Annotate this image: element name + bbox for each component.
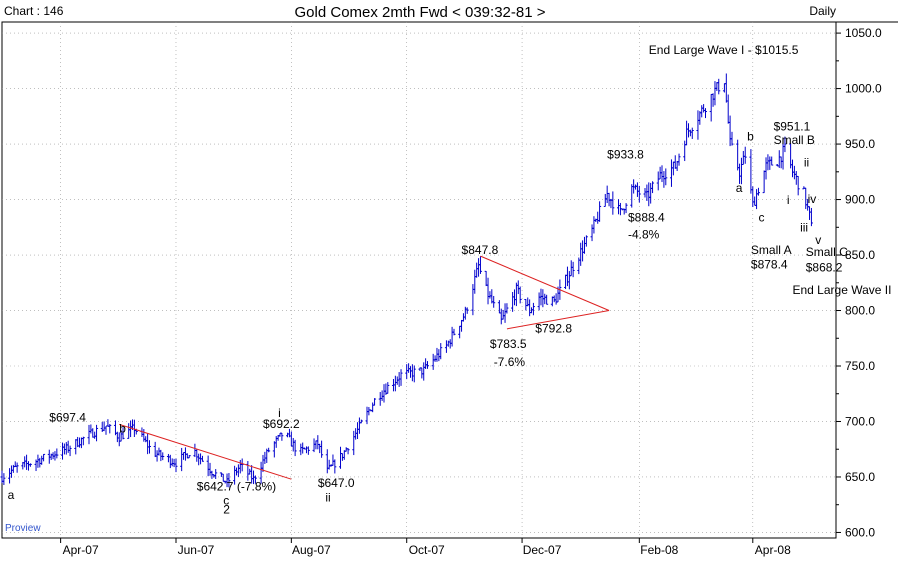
wave-annotation: $783.5 <box>490 337 527 351</box>
y-tick-label: 800.0 <box>845 304 875 318</box>
wave-annotation: i <box>787 193 790 207</box>
y-tick-label: 900.0 <box>845 193 875 207</box>
wave-annotation: $692.2 <box>263 417 300 431</box>
wave-annotation: i <box>278 406 281 420</box>
wave-annotation: $847.8 <box>462 243 499 257</box>
wave-annotation: -7.6% <box>494 355 526 369</box>
x-axis-ticks: Apr-07 Jun-07 Aug-07 Oct-07 Dec-07 Feb-08 Apr-… <box>60 538 791 557</box>
x-tick-label: Aug-07 <box>292 543 331 557</box>
wave-annotation: -4.8% <box>628 227 660 241</box>
wave-annotation: $697.4 <box>49 410 86 424</box>
x-tick-label: Jun-07 <box>178 543 215 557</box>
y-tick-label: 650.0 <box>845 470 875 484</box>
x-tick-label: Apr-08 <box>755 543 791 557</box>
y-axis-ticks: 600.0 650.0 700.0 750.0 800.0 850.0 900.0 950.0… <box>836 26 882 539</box>
wave-annotation: $878.4 <box>751 257 788 271</box>
trend-line <box>119 423 292 480</box>
x-tick-label: Feb-08 <box>640 543 678 557</box>
wave-annotation: 2 <box>223 503 230 517</box>
y-tick-label: 600.0 <box>845 525 875 539</box>
wave-annotation: b <box>119 422 126 436</box>
wave-annotation: $647.0 <box>318 476 355 490</box>
period-label: Daily <box>809 4 836 18</box>
wave-annotation: ii <box>804 155 809 169</box>
y-tick-label: 700.0 <box>845 414 875 428</box>
wave-annotation: $888.4 <box>628 211 665 225</box>
trend-line <box>480 255 610 311</box>
price-bars <box>0 73 813 488</box>
x-tick-label: Oct-07 <box>409 543 445 557</box>
wave-annotation: Small B <box>774 133 815 147</box>
wave-annotation: ii <box>325 490 330 504</box>
y-tick-label: 1000.0 <box>845 82 882 96</box>
y-tick-label: 750.0 <box>845 359 875 373</box>
chart-id-label: Chart : 146 <box>4 4 64 18</box>
wave-annotation: c <box>223 494 229 508</box>
wave-annotation: $933.8 <box>607 147 644 161</box>
trend-lines <box>119 255 610 480</box>
trend-line <box>506 310 610 330</box>
wave-annotation: v <box>815 233 821 247</box>
wave-annotation: b <box>747 130 754 144</box>
x-tick-label: Apr-07 <box>63 543 99 557</box>
wave-annotation: c <box>758 211 764 225</box>
y-tick-label: 1050.0 <box>845 26 882 40</box>
preview-watermark: Proview <box>5 523 41 534</box>
grid-lines <box>2 22 836 538</box>
wave-annotation: $642.7 (-7.8%) <box>197 479 276 493</box>
x-tick-label: Dec-07 <box>523 543 562 557</box>
plot-frame <box>1 21 837 539</box>
wave-annotation: $792.8 <box>535 322 572 336</box>
wave-annotation: a <box>736 181 743 195</box>
wave-annotation: iv <box>808 192 817 206</box>
wave-annotation: iii <box>800 221 808 235</box>
y-tick-label: 850.0 <box>845 248 875 262</box>
wave-annotation: $868.2 <box>806 261 843 275</box>
wave-annotation: Small A <box>751 243 792 257</box>
wave-annotation: Small C <box>806 245 848 259</box>
wave-annotation: End Large Wave II <box>793 283 892 297</box>
wave-annotation: $951.1 <box>774 120 811 134</box>
wave-annotation: End Large Wave I - $1015.5 <box>649 43 799 57</box>
wave-annotation: a <box>8 488 15 502</box>
y-tick-label: 950.0 <box>845 137 875 151</box>
chart-title: Gold Comex 2mth Fwd < 039:32-81 > <box>295 4 546 21</box>
